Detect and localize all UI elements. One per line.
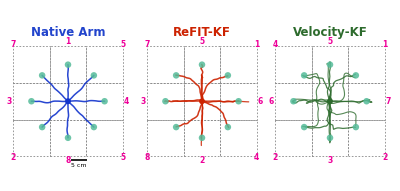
Text: 6: 6: [258, 97, 263, 106]
Point: [225, 74, 231, 77]
Text: 2: 2: [199, 156, 205, 165]
Bar: [147, 120, 184, 156]
Point: [199, 100, 205, 103]
Text: 4: 4: [124, 97, 129, 106]
Point: [162, 100, 169, 103]
Bar: [348, 46, 385, 83]
Text: 5: 5: [120, 40, 125, 49]
Point: [28, 100, 35, 103]
Text: 3: 3: [7, 97, 12, 106]
Bar: [275, 120, 312, 156]
Text: 5 cm: 5 cm: [71, 163, 87, 168]
Bar: [13, 120, 50, 156]
Bar: [220, 120, 257, 156]
Text: 2: 2: [11, 153, 16, 162]
Text: 8: 8: [144, 153, 150, 162]
Bar: [86, 120, 123, 156]
Point: [327, 100, 333, 103]
Bar: [312, 120, 348, 156]
Bar: [13, 83, 50, 120]
Bar: [184, 83, 220, 120]
Bar: [275, 46, 312, 83]
Text: 3: 3: [327, 156, 333, 165]
Text: 5: 5: [200, 37, 204, 46]
Point: [363, 100, 370, 103]
Point: [290, 100, 297, 103]
Text: 4: 4: [273, 40, 278, 49]
Point: [39, 125, 45, 129]
Point: [65, 100, 71, 103]
Bar: [50, 83, 86, 120]
Text: 2: 2: [273, 153, 278, 162]
Bar: [220, 46, 257, 83]
Point: [327, 136, 333, 139]
Point: [65, 136, 71, 139]
Bar: [147, 46, 184, 83]
Text: 5: 5: [120, 153, 125, 162]
Bar: [184, 120, 220, 156]
Point: [199, 136, 205, 139]
Text: 7: 7: [10, 40, 16, 49]
Text: 7: 7: [144, 40, 150, 49]
Bar: [312, 83, 348, 120]
Text: 1: 1: [65, 37, 71, 46]
Text: 4: 4: [254, 153, 259, 162]
Point: [225, 125, 231, 129]
Point: [91, 125, 97, 129]
Point: [173, 74, 179, 77]
Text: 5: 5: [328, 37, 332, 46]
Point: [199, 63, 205, 66]
Bar: [312, 46, 348, 83]
Text: 3: 3: [141, 97, 146, 106]
Title: Native Arm: Native Arm: [31, 26, 105, 39]
Point: [65, 63, 71, 66]
Bar: [220, 83, 257, 120]
Text: 2: 2: [382, 153, 387, 162]
Bar: [147, 83, 184, 120]
Point: [301, 125, 307, 129]
Bar: [348, 83, 385, 120]
Text: 7: 7: [386, 97, 391, 106]
Bar: [275, 83, 312, 120]
Point: [301, 74, 307, 77]
Text: 1: 1: [382, 40, 387, 49]
Bar: [348, 120, 385, 156]
Title: Velocity-KF: Velocity-KF: [293, 26, 367, 39]
Bar: [50, 120, 86, 156]
Bar: [184, 46, 220, 83]
Text: 6: 6: [269, 97, 274, 106]
Text: 1: 1: [254, 40, 259, 49]
Text: 8: 8: [65, 156, 71, 165]
Bar: [86, 46, 123, 83]
Bar: [50, 46, 86, 83]
Title: ReFIT-KF: ReFIT-KF: [173, 26, 231, 39]
Bar: [86, 83, 123, 120]
Point: [327, 63, 333, 66]
Point: [101, 100, 108, 103]
Point: [235, 100, 242, 103]
Point: [353, 125, 359, 129]
Point: [39, 74, 45, 77]
Point: [91, 74, 97, 77]
Point: [353, 74, 359, 77]
Point: [173, 125, 179, 129]
Bar: [13, 46, 50, 83]
